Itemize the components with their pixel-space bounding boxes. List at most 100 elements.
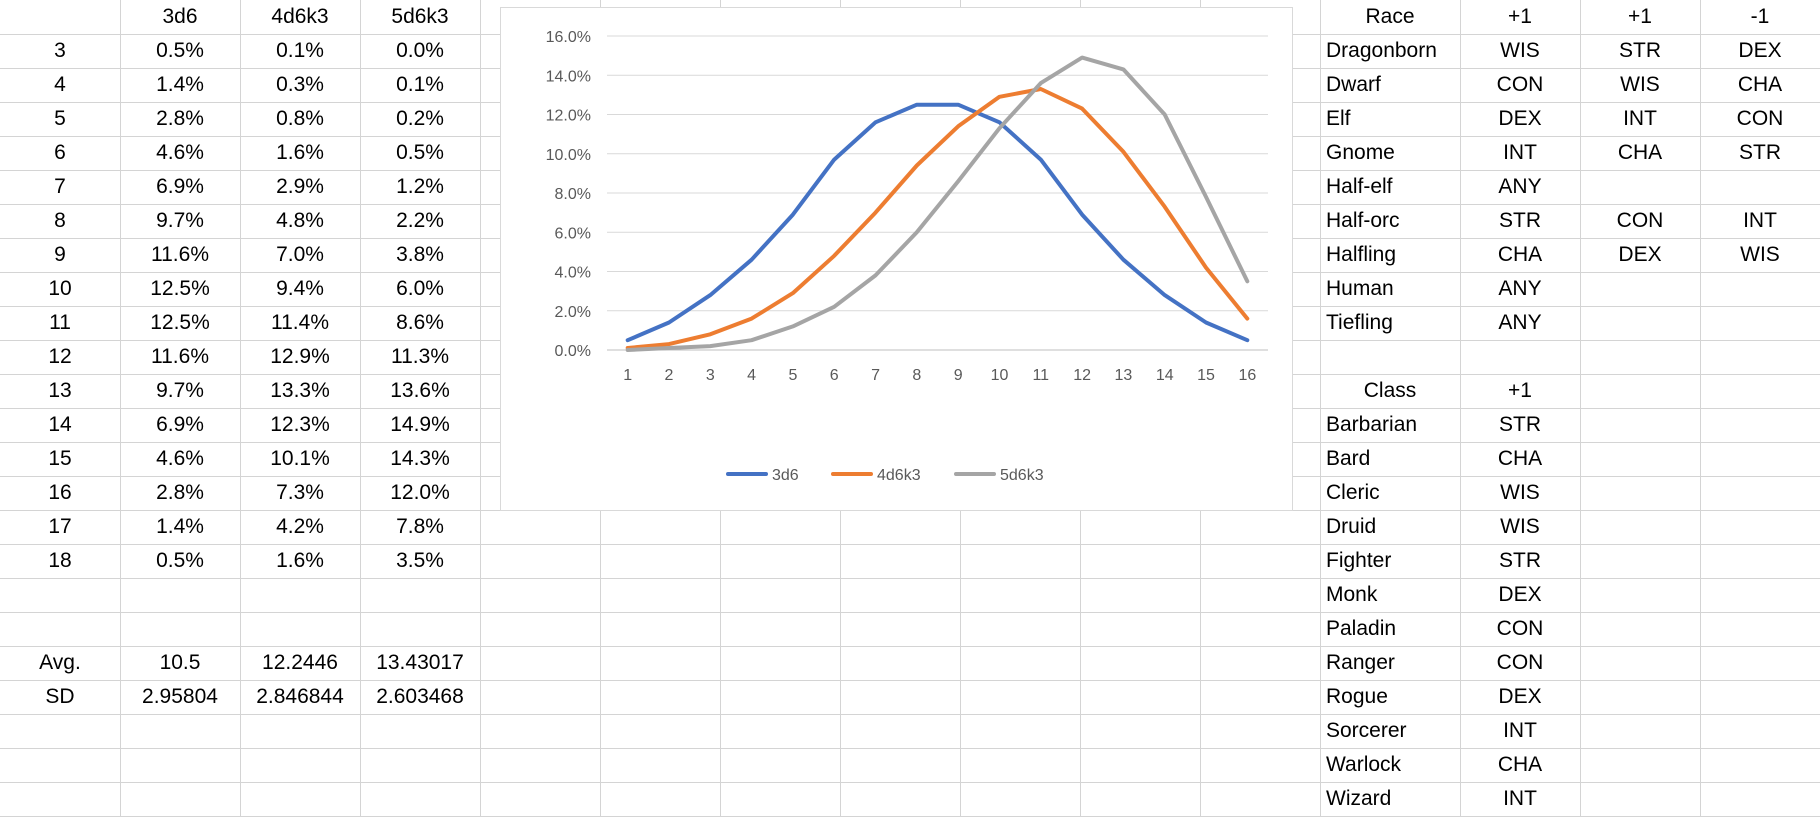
roll-total-cell[interactable]: 15 bbox=[48, 447, 72, 470]
probability-cell[interactable]: 2.2% bbox=[396, 209, 444, 232]
dice-header-cell[interactable]: 3d6 bbox=[162, 5, 198, 28]
race-modifier-cell[interactable]: WIS bbox=[1500, 39, 1540, 62]
race-modifier-cell[interactable]: ANY bbox=[1498, 277, 1542, 300]
probability-cell[interactable]: 7.3% bbox=[276, 481, 324, 504]
probability-cell[interactable]: 4.6% bbox=[156, 141, 204, 164]
class-modifier-cell[interactable]: STR bbox=[1499, 413, 1541, 436]
probability-cell[interactable]: 0.1% bbox=[276, 39, 324, 62]
race-modifier-cell[interactable]: ANY bbox=[1498, 175, 1542, 198]
probability-cell[interactable]: 6.9% bbox=[156, 175, 204, 198]
roll-total-cell[interactable]: 18 bbox=[48, 549, 72, 572]
probability-cell[interactable]: 2.9% bbox=[276, 175, 324, 198]
class-modifier-cell[interactable]: CHA bbox=[1497, 447, 1543, 470]
dice-distribution-chart[interactable]: 0.0% 2.0% 4.0% 6.0% 8.0% 10.0% 12.0% 14.0% 16.0%… bbox=[500, 7, 1293, 511]
race-modifier-cell[interactable]: STR bbox=[1499, 209, 1541, 232]
race-name-cell[interactable]: Tiefling bbox=[1326, 311, 1393, 334]
roll-total-cell[interactable]: 14 bbox=[48, 413, 72, 436]
race-name-cell[interactable]: Halfling bbox=[1326, 243, 1397, 266]
race-name-cell[interactable]: Gnome bbox=[1326, 141, 1395, 164]
class-modifier-cell[interactable]: WIS bbox=[1500, 515, 1540, 538]
probability-cell[interactable]: 9.4% bbox=[276, 277, 324, 300]
class-modifier-cell[interactable]: INT bbox=[1503, 787, 1537, 810]
probability-cell[interactable]: 9.7% bbox=[156, 209, 204, 232]
class-name-cell[interactable]: Rogue bbox=[1326, 685, 1388, 708]
probability-cell[interactable]: 0.5% bbox=[396, 141, 444, 164]
race-header-cell[interactable]: +1 bbox=[1508, 5, 1532, 28]
race-modifier-cell[interactable]: CON bbox=[1496, 73, 1544, 96]
race-modifier-cell[interactable]: DEX bbox=[1618, 243, 1662, 266]
race-name-cell[interactable]: Dwarf bbox=[1326, 73, 1381, 96]
race-name-cell[interactable]: Half-orc bbox=[1326, 209, 1400, 232]
probability-cell[interactable]: 0.1% bbox=[396, 73, 444, 96]
stat-value-cell[interactable]: 2.603468 bbox=[376, 685, 464, 708]
race-modifier-cell[interactable]: CHA bbox=[1737, 73, 1783, 96]
probability-cell[interactable]: 2.8% bbox=[156, 107, 204, 130]
probability-cell[interactable]: 12.3% bbox=[270, 413, 330, 436]
probability-cell[interactable]: 1.2% bbox=[396, 175, 444, 198]
class-name-cell[interactable]: Cleric bbox=[1326, 481, 1380, 504]
class-modifier-cell[interactable]: WIS bbox=[1500, 481, 1540, 504]
class-modifier-cell[interactable]: CON bbox=[1496, 651, 1544, 674]
race-name-cell[interactable]: Half-elf bbox=[1326, 175, 1393, 198]
roll-total-cell[interactable]: 6 bbox=[54, 141, 66, 164]
roll-total-cell[interactable]: 13 bbox=[48, 379, 72, 402]
class-modifier-cell[interactable]: CHA bbox=[1497, 753, 1543, 776]
race-name-cell[interactable]: Human bbox=[1326, 277, 1394, 300]
probability-cell[interactable]: 1.4% bbox=[156, 73, 204, 96]
probability-cell[interactable]: 4.6% bbox=[156, 447, 204, 470]
probability-cell[interactable]: 1.4% bbox=[156, 515, 204, 538]
probability-cell[interactable]: 12.5% bbox=[150, 311, 210, 334]
stat-label-cell[interactable]: SD bbox=[45, 685, 75, 708]
class-name-cell[interactable]: Bard bbox=[1326, 447, 1371, 470]
probability-cell[interactable]: 7.8% bbox=[396, 515, 444, 538]
probability-cell[interactable]: 14.9% bbox=[390, 413, 450, 436]
race-name-cell[interactable]: Dragonborn bbox=[1326, 39, 1437, 62]
roll-total-cell[interactable]: 7 bbox=[54, 175, 66, 198]
probability-cell[interactable]: 0.3% bbox=[276, 73, 324, 96]
race-header-cell[interactable]: Race bbox=[1365, 5, 1415, 28]
probability-cell[interactable]: 0.0% bbox=[396, 39, 444, 62]
probability-cell[interactable]: 2.8% bbox=[156, 481, 204, 504]
class-name-cell[interactable]: Druid bbox=[1326, 515, 1377, 538]
probability-cell[interactable]: 0.5% bbox=[156, 549, 204, 572]
probability-cell[interactable]: 3.8% bbox=[396, 243, 444, 266]
race-name-cell[interactable]: Elf bbox=[1326, 107, 1351, 130]
roll-total-cell[interactable]: 9 bbox=[54, 243, 66, 266]
stat-value-cell[interactable]: 10.5 bbox=[159, 651, 201, 674]
race-modifier-cell[interactable]: CON bbox=[1616, 209, 1664, 232]
roll-total-cell[interactable]: 3 bbox=[54, 39, 66, 62]
race-modifier-cell[interactable]: CON bbox=[1736, 107, 1784, 130]
probability-cell[interactable]: 11.6% bbox=[151, 345, 209, 368]
class-header-cell[interactable]: Class bbox=[1363, 379, 1417, 402]
roll-total-cell[interactable]: 8 bbox=[54, 209, 66, 232]
probability-cell[interactable]: 9.7% bbox=[156, 379, 204, 402]
class-modifier-cell[interactable]: DEX bbox=[1498, 583, 1542, 606]
roll-total-cell[interactable]: 12 bbox=[48, 345, 72, 368]
race-modifier-cell[interactable]: STR bbox=[1739, 141, 1781, 164]
class-name-cell[interactable]: Barbarian bbox=[1326, 413, 1418, 436]
probability-cell[interactable]: 6.0% bbox=[396, 277, 444, 300]
class-name-cell[interactable]: Sorcerer bbox=[1326, 719, 1407, 742]
race-modifier-cell[interactable]: CHA bbox=[1497, 243, 1543, 266]
stat-value-cell[interactable]: 12.2446 bbox=[262, 651, 338, 674]
stat-value-cell[interactable]: 2.846844 bbox=[256, 685, 344, 708]
probability-cell[interactable]: 8.6% bbox=[396, 311, 444, 334]
probability-cell[interactable]: 14.3% bbox=[390, 447, 450, 470]
dice-header-cell[interactable]: 4d6k3 bbox=[271, 5, 329, 28]
probability-cell[interactable]: 12.0% bbox=[390, 481, 450, 504]
probability-cell[interactable]: 1.6% bbox=[276, 141, 324, 164]
class-header-cell[interactable]: +1 bbox=[1508, 379, 1532, 402]
class-name-cell[interactable]: Warlock bbox=[1326, 753, 1402, 776]
race-modifier-cell[interactable]: STR bbox=[1619, 39, 1661, 62]
probability-cell[interactable]: 1.6% bbox=[276, 549, 324, 572]
class-modifier-cell[interactable]: INT bbox=[1503, 719, 1537, 742]
dice-header-cell[interactable] bbox=[0, 0, 120, 34]
race-modifier-cell[interactable]: WIS bbox=[1620, 73, 1660, 96]
race-header-cell[interactable]: +1 bbox=[1628, 5, 1652, 28]
race-modifier-cell[interactable]: DEX bbox=[1498, 107, 1542, 130]
roll-total-cell[interactable]: 10 bbox=[48, 277, 72, 300]
probability-cell[interactable]: 13.3% bbox=[270, 379, 330, 402]
race-modifier-cell[interactable]: INT bbox=[1743, 209, 1777, 232]
probability-cell[interactable]: 11.3% bbox=[391, 345, 449, 368]
race-header-cell[interactable]: -1 bbox=[1750, 5, 1770, 28]
